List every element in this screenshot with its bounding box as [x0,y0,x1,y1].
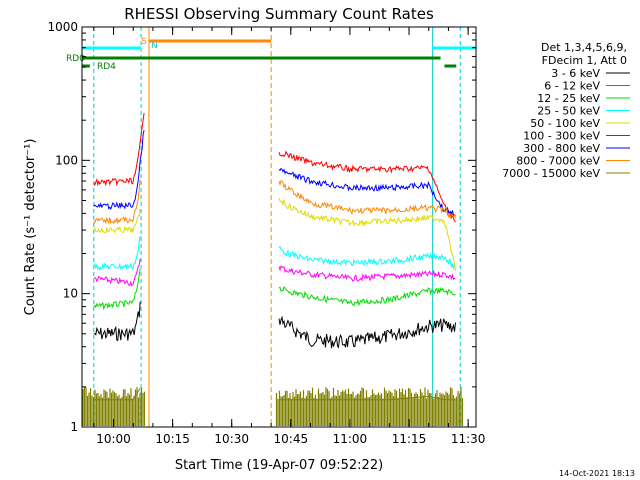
y-tick-label: 1000 [47,20,78,34]
legend-entry-label-7: 800 - 7000 keV [516,155,600,168]
legend-entry-label-5: 100 - 300 keV [523,130,600,143]
x-tick-label: 11:15 [392,432,427,446]
x-tick-label: 11:00 [333,432,368,446]
legend-header-line-2: FDecim 1, Att 0 [542,54,627,67]
x-tick-label: 10:45 [274,432,309,446]
series-line-0-segment-0 [93,301,141,342]
series-line-1-segment-1 [278,265,456,282]
axis-layer: 1 10 100 1000 10:00 10:15 10:30 10:45 11:00 11:15… [47,20,485,446]
legend-entry-label-0: 3 - 6 keV [551,67,600,80]
series-line-4-segment-1 [278,198,456,272]
legend-entry-label-1: 6 - 12 keV [544,80,600,93]
n-flag-label: N [151,41,158,51]
s-flag-label: S [141,37,147,47]
x-tick-label: 10:15 [155,432,190,446]
y-tick-label: 1 [70,420,78,434]
y-axis-label: Count Rate (s⁻¹ detector⁻¹) [23,139,38,316]
series-line-7-segment-0 [93,179,141,225]
legend-entry-label-4: 50 - 100 keV [530,117,600,130]
series-line-3-segment-0 [93,235,141,271]
y-tick-label: 10 [63,287,78,301]
rd0-flag-label: RD0 [66,54,85,64]
series-line-2-segment-1 [278,285,456,307]
series-line-0-segment-1 [278,315,456,349]
legend-header-line-1: Det 1,3,4,5,6,9, [541,41,627,54]
legend-entry-label-8: 7000 - 15000 keV [502,167,600,180]
series-line-6-segment-0 [93,130,145,211]
series-line-2-segment-0 [93,269,141,311]
plot-frame [81,26,477,428]
data-layer [82,27,464,427]
x-axis-label: Start Time (19-Apr-07 09:52:22) [175,458,383,473]
legend: Det 1,3,4,5,6,9, FDecim 1, Att 0 3 - 6 k… [502,41,630,180]
legend-entry-label-6: 300 - 800 keV [523,142,600,155]
x-tick-label: 11:30 [451,432,486,446]
chart-title: RHESSI Observing Summary Count Rates [124,5,434,23]
y-tick-label: 100 [55,153,78,167]
series-line-1-segment-0 [93,258,141,287]
rd4-flag-label: RD4 [97,62,116,72]
legend-entry-label-3: 25 - 50 keV [537,105,600,118]
legend-entry-label-2: 12 - 25 keV [537,92,600,105]
series-line-5-segment-0 [93,112,145,187]
series-line-7-segment-1 [278,179,456,220]
series-line-5-segment-1 [278,150,456,223]
x-tick-label: 10:00 [96,432,131,446]
series-line-3-segment-1 [278,245,456,271]
series-line-4-segment-0 [93,209,141,234]
x-tick-label: 10:30 [214,432,249,446]
series-line-6-segment-1 [278,167,456,217]
generation-timestamp: 14-Oct-2021 18:13 [559,469,635,478]
flag-layer: RD0 RD4 S N [66,37,476,72]
